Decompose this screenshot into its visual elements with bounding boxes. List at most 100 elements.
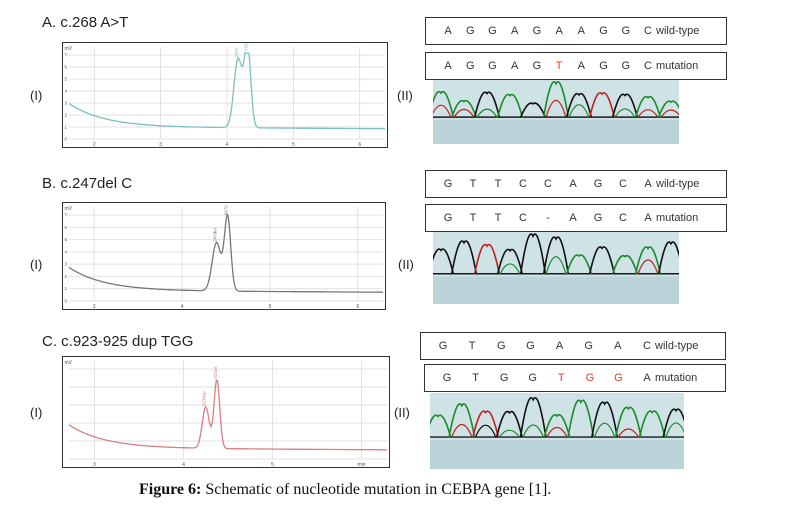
- nucleotide-base: -: [546, 212, 550, 224]
- nucleotide-base: G: [621, 25, 631, 37]
- trace-peak: [519, 102, 547, 118]
- panel-c-hrm-plot: 3 4 5 min mV 923dup 923wt: [62, 356, 390, 468]
- nucleotide-base: T: [469, 178, 477, 190]
- peak-label: 923wt: [213, 366, 218, 379]
- peak-label: 247C: [224, 204, 229, 216]
- panel-c-label-i: (I): [30, 405, 43, 420]
- y-axis-label: mV: [65, 360, 73, 366]
- trace-peak: [450, 240, 478, 274]
- x-tick-label: 6: [356, 304, 359, 309]
- trace-peak: [430, 414, 452, 438]
- panel-a-plot-svg: 2 3 4 5 6 7 6 5 4 3 2 1 0 mV 268T 268A: [65, 43, 385, 147]
- trace-peak: [474, 424, 497, 438]
- nucleotide-base: G: [528, 372, 537, 384]
- trace-peak: [546, 426, 568, 438]
- trace-peak: [657, 100, 679, 118]
- nucleotide-base: T: [494, 178, 502, 190]
- y-tick-label: 2: [65, 274, 68, 279]
- y-tick-label: 0: [65, 299, 68, 304]
- panel-b-title: B. c.247del C: [42, 175, 133, 192]
- trace-peak: [522, 424, 544, 438]
- nucleotide-base: G: [614, 372, 623, 384]
- nucleotide-base: C: [644, 60, 652, 72]
- y-axis-label: mV: [65, 206, 73, 212]
- trace-peak: [593, 422, 616, 438]
- nucleotide-base: G: [593, 212, 603, 224]
- nucleotide-base: G: [465, 60, 475, 72]
- trace-peak: [588, 92, 616, 118]
- nucleotide-base: G: [465, 25, 475, 37]
- x-tick-label: 5: [269, 304, 272, 309]
- trace-peak: [476, 108, 498, 118]
- sequence-type-label: wild-type: [655, 340, 699, 352]
- sequence-type-label: wild-type: [656, 25, 700, 37]
- trace-peak: [545, 256, 567, 274]
- panel-c-plot-svg: 3 4 5 min mV 923dup 923wt: [65, 360, 387, 467]
- trace-peak: [665, 422, 684, 438]
- sequence-type-label: mutation: [656, 60, 699, 72]
- nucleotide-base: A: [444, 60, 452, 72]
- nucleotide-base: C: [619, 212, 627, 224]
- melting-curve: [68, 379, 387, 451]
- nucleotide-base: A: [577, 60, 585, 72]
- trace-peak: [472, 410, 500, 438]
- nucleotide-base: A: [569, 178, 577, 190]
- y-axis-label: mV: [65, 46, 73, 52]
- nucleotide-base: C: [519, 212, 527, 224]
- y-tick-label: 1: [65, 125, 68, 130]
- trace-peak: [634, 95, 662, 118]
- trace-peak: [637, 109, 659, 118]
- trace-peak: [617, 428, 640, 438]
- x-tick-label: 5: [271, 462, 274, 467]
- x-tick-label: 4: [181, 304, 184, 309]
- panel-b-chromatogram: [433, 232, 679, 304]
- trace-peak: [611, 255, 639, 275]
- nucleotide-base: A: [577, 25, 585, 37]
- y-tick-label: 2: [65, 113, 68, 118]
- trace-peak: [473, 91, 501, 118]
- trace-peak: [614, 406, 642, 438]
- y-tick-label: 0: [65, 137, 68, 142]
- nucleotide-base: C: [643, 340, 651, 352]
- chromatogram-lower-band: [433, 276, 679, 304]
- nucleotide-base: G: [442, 372, 452, 384]
- x-tick-label: 2: [93, 142, 96, 147]
- nucleotide-base: T: [555, 60, 563, 72]
- trace-peak: [657, 241, 679, 274]
- nucleotide-base: A: [644, 212, 652, 224]
- nucleotide-base: A: [510, 25, 519, 37]
- panel-a-chromatogram: [433, 80, 679, 144]
- nucleotide-base: G: [526, 340, 535, 352]
- trace-peak: [588, 246, 616, 274]
- figure-caption-label: Figure 6:: [139, 481, 202, 498]
- trace-peak: [542, 81, 570, 118]
- nucleotide-base: G: [488, 60, 497, 72]
- trace-peak: [660, 109, 679, 118]
- trace-peak: [498, 429, 521, 438]
- trace-peak: [565, 254, 593, 275]
- nucleotide-base: A: [643, 372, 651, 384]
- trace-peak: [565, 93, 593, 118]
- panel-a-label-i: (I): [30, 88, 43, 103]
- nucleotide-base: A: [569, 212, 577, 224]
- melting-curve: [68, 52, 385, 130]
- panel-b-hrm-plot: 3 4 5 6 7 6 5 4 3 2 1 0 mV 247del 247C: [62, 202, 386, 310]
- trace-peak: [495, 410, 523, 438]
- trace-peak: [448, 403, 476, 438]
- nucleotide-base: T: [469, 212, 477, 224]
- x-tick-label: 3: [93, 304, 96, 309]
- y-tick-label: 3: [65, 262, 68, 267]
- trace-peak: [453, 108, 475, 118]
- trace-peak: [591, 401, 619, 438]
- trace-peak: [542, 236, 570, 274]
- y-tick-label: 4: [65, 89, 68, 94]
- panel-c-title: C. c.923-925 dup TGG: [42, 333, 194, 350]
- trace-peak: [519, 397, 547, 438]
- trace-peak: [451, 423, 473, 438]
- trace-peak: [567, 399, 595, 438]
- nucleotide-base: G: [621, 60, 631, 72]
- peak-label: 268A: [244, 43, 249, 51]
- trace-peak: [543, 414, 571, 438]
